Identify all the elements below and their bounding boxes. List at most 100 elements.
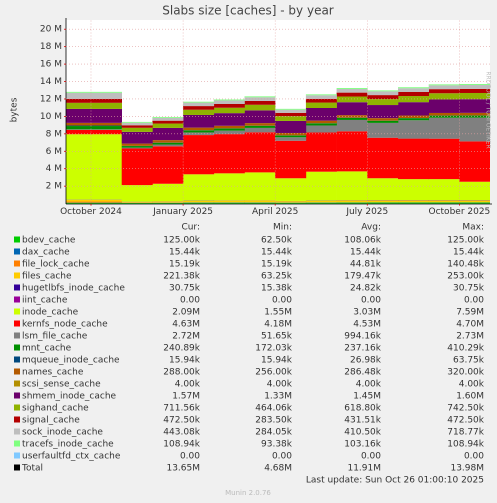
legend-swatch [14,380,20,387]
area-segment [305,200,337,203]
area-segment [367,95,399,100]
legend-swatch [14,260,20,267]
legend-stat: 108.94k [447,440,484,450]
area-segment [213,100,245,104]
area-segment [91,91,122,93]
area-segment [183,200,215,203]
area-segment [213,130,245,135]
legend-stat: 1.60M [456,392,484,402]
area-segment [152,140,184,143]
area-segment [367,178,399,201]
legend-stat: 13.65M [166,464,200,474]
area-segment [91,125,122,127]
legend-stat: 4.18M [264,320,292,330]
legend-stat: 30.75k [169,284,201,294]
area-segment [336,117,368,120]
legend-swatch [14,344,20,351]
legend-label: mnt_cache [22,344,72,354]
legend-stat: 286.48k [344,368,381,378]
area-segment [398,200,429,203]
area-segment [91,134,122,200]
legend-label: userfaultfd_ctx_cache [22,452,121,462]
area-segment [183,106,215,110]
legend-stat: 431.51k [344,416,381,426]
area-segment [244,110,276,124]
legend-swatch [14,356,20,363]
stat-header: Min: [273,223,292,233]
area-segment [367,202,399,204]
legend-stat: 26.98k [350,356,382,366]
area-segment [183,102,215,107]
area-segment [305,98,337,103]
legend-stat: 4.00k [356,380,382,390]
area-segment [66,108,92,123]
area-segment [244,104,276,111]
legend-stat: 0.00 [361,296,381,306]
legend-stat: 742.50k [447,404,484,414]
area-segment [121,201,153,203]
area-segment [66,102,92,109]
area-segment [66,129,92,135]
area-segment [275,135,307,138]
area-segment [275,201,307,203]
area-segment [305,120,337,124]
legend-stat: 711.56k [163,404,200,414]
legend-stat: 63.75k [453,356,485,366]
area-segment [305,125,337,133]
area-segment [152,183,184,202]
area-segment [398,138,429,180]
legend-stat: 1.57M [172,392,200,402]
area-segment [91,98,122,103]
area-segment [152,120,184,124]
area-segment [244,123,276,126]
area-segment [152,117,184,118]
legend-swatch [14,236,20,243]
area-segment [244,125,276,128]
legend-stat: 253.00k [447,272,484,282]
legend-stat: 108.94k [163,440,200,450]
area-segment [367,91,399,96]
area-segment [336,96,368,103]
legend-label: signal_cache [22,416,80,426]
area-segment [428,99,460,113]
legend-stat: 44.81k [350,260,382,270]
stat-header: Avg: [361,223,381,233]
area-segment [183,174,215,201]
legend-stat: 15.44k [169,248,201,258]
area-segment [428,112,460,116]
legend-label: names_cache [22,368,84,378]
area-segment [336,202,368,204]
legend-stat: 125.00k [163,236,200,246]
area-segment [367,137,399,179]
last-update: Last update: Sun Oct 26 01:00:10 2025 [306,476,484,486]
area-segment [152,142,184,145]
legend-stat: 2.72M [172,332,200,342]
y-tick-label: 16 M [40,60,62,70]
area-segment [183,114,215,128]
area-segment [459,112,490,116]
area-segment [459,92,490,100]
legend-swatch [14,320,20,327]
area-segment [91,126,122,130]
area-segment [91,108,122,123]
area-segment [275,108,307,110]
area-segment [244,132,276,173]
area-segment [305,95,337,99]
legend-stat: 283.50k [255,416,292,426]
legend-stat: 13.98M [450,464,484,474]
area-segment [121,121,153,123]
legend-stat: 15.44k [350,248,382,258]
area-segment [428,84,460,86]
y-tick-label: 6 M [46,147,62,157]
legend-stat: 0.00 [272,296,292,306]
legend-stat: 0.00 [464,296,484,306]
legend-stat: 4.70M [456,320,484,330]
area-segment [66,92,92,99]
area-segment [275,133,307,136]
legend-swatch [14,392,20,399]
legend-label: mqueue_inode_cache [22,356,120,366]
area-segment [275,178,307,201]
legend-swatch [14,248,20,255]
area-segment [398,115,429,119]
area-segment [336,115,368,118]
